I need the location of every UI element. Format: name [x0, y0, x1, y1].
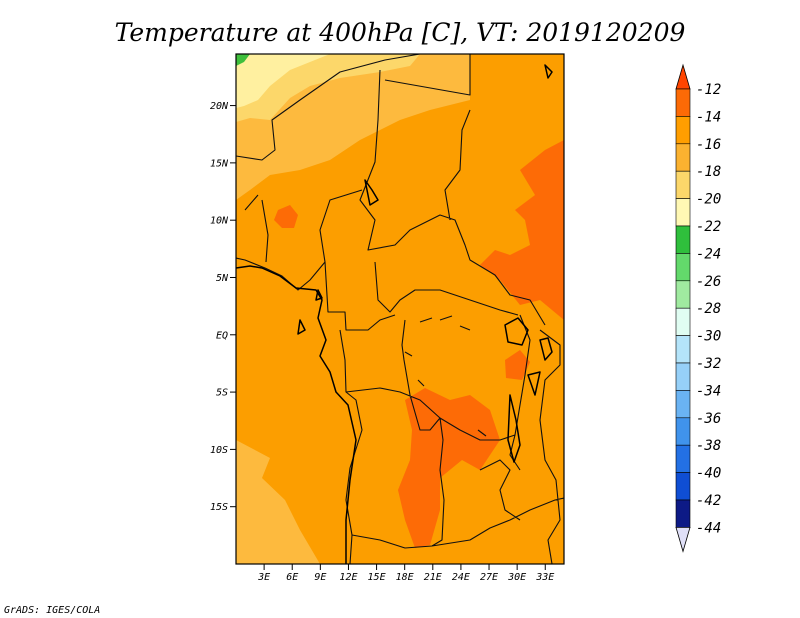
colorbar-band — [675, 444, 691, 473]
credit-label: GrADS: IGES/COLA — [4, 605, 100, 616]
y-axis: 20N 15N 10N 5N EQ 5S 10S 15S — [210, 101, 236, 513]
x-axis: 3E 6E 9E 12E 15E 18E 21E 24E 27E 30E 33E — [257, 564, 554, 583]
field-cool-southwest-region — [236, 440, 320, 564]
colorbar-label: -30 — [696, 329, 721, 345]
colorbar-label: -32 — [696, 356, 721, 372]
y-tick-label: 10N — [210, 216, 229, 227]
colorbar-label: -40 — [696, 466, 721, 482]
colorbar-band — [675, 253, 691, 282]
y-tick-label: 15N — [210, 158, 229, 169]
colorbar-band — [675, 198, 691, 227]
colorbar-label: -26 — [696, 274, 721, 290]
y-tick-label: 15S — [210, 502, 228, 513]
colorbar-band — [675, 499, 691, 528]
colorbar-label: -24 — [696, 246, 721, 262]
colorbar-band — [675, 307, 691, 336]
temperature-map — [236, 54, 564, 564]
colorbar-band — [675, 362, 691, 391]
colorbar-label: -34 — [696, 383, 721, 399]
country-borders — [236, 54, 564, 564]
colorbar-band — [675, 472, 691, 501]
field-coldest-north-region — [236, 54, 330, 108]
river-marks — [404, 315, 487, 437]
colorbar-label: -14 — [696, 109, 721, 125]
field-green-corner-region — [236, 54, 250, 66]
x-tick-label: 33E — [535, 572, 554, 583]
colorbar-label: -20 — [696, 192, 721, 208]
colorbar-label: -36 — [696, 411, 721, 427]
x-tick-label: 9E — [314, 572, 326, 583]
coastline — [236, 265, 357, 564]
colorbar-band — [675, 335, 691, 364]
field-warm-lake-region — [505, 350, 530, 380]
colorbar-band — [675, 143, 691, 172]
colorbar-band — [675, 417, 691, 446]
field-warm-south-region — [398, 388, 500, 548]
x-tick-label: 15E — [368, 572, 386, 583]
colorbar-band — [675, 170, 691, 199]
x-tick-label: 12E — [339, 572, 357, 583]
colorbar-label: -22 — [696, 219, 721, 235]
colorbar-band — [675, 116, 691, 145]
colorbar-top-triangle — [675, 63, 691, 90]
y-tick-label: EQ — [216, 330, 228, 341]
y-tick-label: 5N — [216, 273, 229, 284]
x-tick-label: 27E — [480, 572, 498, 583]
colorbar-band — [675, 280, 691, 309]
field-warm-east-region — [480, 140, 564, 320]
colorbar-band — [675, 225, 691, 254]
x-tick-label: 24E — [452, 572, 470, 583]
y-tick-label: 5S — [216, 388, 228, 399]
colorbar: -12 -14 -16 -18 -20 -22 -24 -26 -28 -30 -32 -34 -36 -… — [675, 63, 721, 553]
x-tick-label: 18E — [396, 572, 414, 583]
colorbar-label: -18 — [696, 164, 721, 180]
colorbar-label: -44 — [696, 520, 721, 536]
colorbar-band — [675, 88, 691, 117]
map-frame — [235, 53, 565, 565]
lake-shorelines — [297, 64, 553, 463]
x-tick-label: 30E — [507, 572, 526, 583]
colorbar-band — [675, 390, 691, 419]
colorbar-label: -38 — [696, 438, 721, 454]
y-tick-label: 10S — [210, 445, 228, 456]
colorbar-label: -42 — [696, 493, 721, 509]
colorbar-label: -16 — [696, 137, 721, 153]
colorbar-label: -12 — [696, 82, 721, 98]
colorbar-label: -28 — [696, 301, 721, 317]
colorbar-bottom-triangle — [675, 527, 691, 553]
field-warm-nigeria-region — [274, 205, 298, 228]
x-tick-label: 6E — [286, 572, 298, 583]
y-tick-label: 20N — [210, 101, 229, 112]
map-title: Temperature at 400hPa [C], VT: 201912020… — [115, 18, 686, 47]
x-tick-label: 3E — [257, 572, 270, 583]
x-tick-label: 21E — [424, 572, 442, 583]
